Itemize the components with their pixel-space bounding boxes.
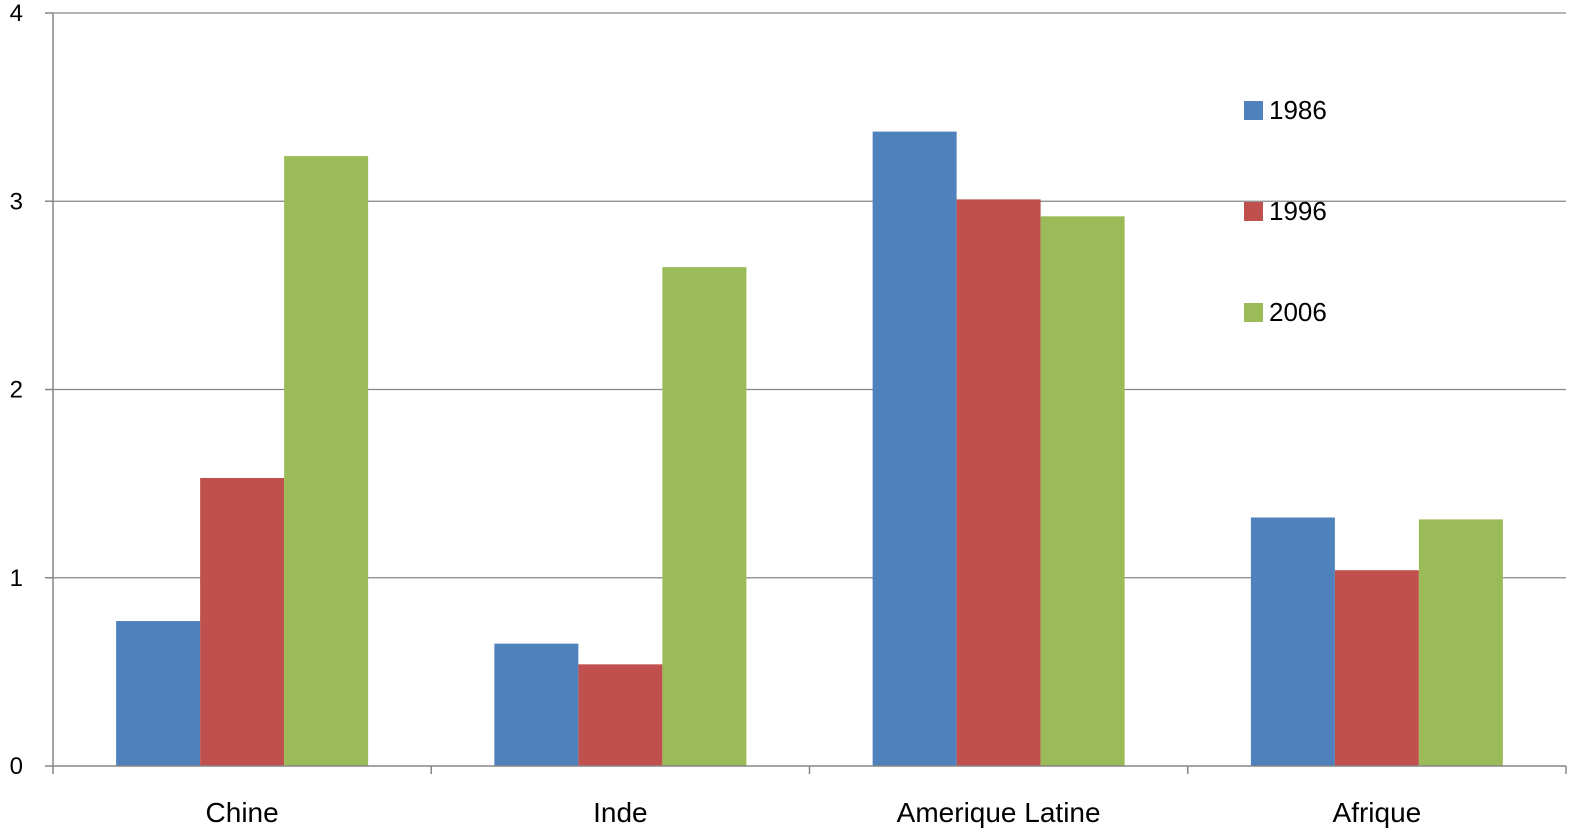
x-category-label-2: Amerique Latine [897,797,1101,828]
bar-inde-2006 [662,267,747,766]
bar-afrique-1986 [1250,517,1335,766]
bar-chine-2006 [284,156,369,766]
legend-swatch-1986 [1244,101,1263,120]
axes [45,12,1567,774]
legend-label-2006: 2006 [1269,297,1327,327]
y-tick-label-4: 4 [10,0,23,27]
bar-amerique-latine-2006 [1040,216,1125,766]
y-tick-label-3: 3 [10,188,23,215]
x-category-label-3: Afrique [1333,797,1422,828]
legend: 1986 1996 2006 [1244,95,1327,327]
x-category-label-0: Chine [206,797,279,828]
bar-amerique-latine-1986 [872,131,957,766]
legend-swatch-1996 [1244,202,1263,221]
bars [116,131,1503,766]
legend-label-1986: 1986 [1269,95,1327,125]
bar-chine-1996 [200,477,285,766]
legend-label-1996: 1996 [1269,196,1327,226]
y-tick-label-1: 1 [10,565,23,592]
y-tick-label-2: 2 [10,377,23,404]
y-tick-labels: 0 1 2 3 4 [10,0,23,780]
bar-afrique-2006 [1418,519,1503,766]
legend-swatch-2006 [1244,303,1263,322]
bar-afrique-1996 [1334,570,1419,766]
y-tick-label-0: 0 [10,753,23,780]
bar-inde-1986 [494,643,579,766]
x-category-labels: Chine Inde Amerique Latine Afrique [206,797,1422,828]
bar-chine-1986 [116,621,201,766]
bar-amerique-latine-1996 [956,199,1041,766]
bar-inde-1996 [578,664,663,766]
x-category-label-1: Inde [593,797,648,828]
